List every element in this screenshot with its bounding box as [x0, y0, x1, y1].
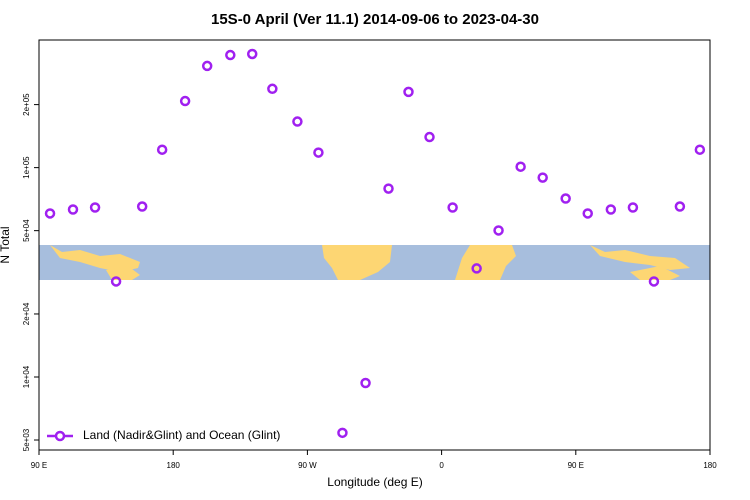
data-point	[225, 49, 236, 61]
data-point	[201, 60, 213, 72]
land	[590, 245, 690, 270]
data-point	[179, 95, 191, 107]
x-tick-label: 90 W	[298, 461, 317, 470]
land	[455, 245, 516, 280]
data-point	[156, 144, 168, 155]
legend-label: Land (Nadir&Glint) and Ocean (Glint)	[83, 428, 280, 442]
data-point	[292, 116, 303, 127]
data-point	[337, 427, 348, 439]
y-tick-label: 1e+04	[22, 365, 31, 388]
y-tick-label: 5e+04	[22, 219, 31, 242]
data-point	[493, 225, 504, 236]
y-tick-label: 2e+05	[22, 93, 31, 116]
y-axis-label: N Total	[0, 226, 12, 263]
data-point	[424, 131, 435, 143]
data-point	[605, 204, 617, 215]
map-strip	[39, 245, 710, 280]
data-point	[110, 276, 122, 287]
y-tick-label: 5e+03	[22, 428, 31, 451]
legend-marker	[54, 430, 66, 442]
x-tick-label: 90 E	[31, 461, 47, 470]
data-point	[403, 86, 414, 98]
data-point	[560, 193, 571, 204]
x-axis-label: Longitude (deg E)	[327, 475, 422, 489]
data-point	[246, 48, 258, 60]
x-tick-label: 0	[439, 461, 444, 470]
land	[322, 245, 392, 280]
data-point	[674, 201, 686, 212]
data-point	[44, 208, 56, 219]
data-point	[648, 276, 660, 287]
land	[630, 266, 680, 280]
land	[50, 245, 140, 272]
chart-title: 15S-0 April (Ver 11.1) 2014-09-06 to 202…	[211, 11, 539, 28]
x-tick-label: 180	[167, 461, 181, 470]
y-tick-label: 1e+05	[22, 156, 31, 179]
data-point	[537, 172, 548, 183]
data-point	[471, 263, 482, 274]
data-point	[447, 202, 458, 213]
x-tick-label: 90 E	[568, 461, 584, 470]
data-point	[136, 201, 148, 212]
data-point	[515, 161, 526, 172]
y-tick-label: 2e+04	[22, 302, 31, 325]
data-point	[360, 377, 371, 389]
data-point	[67, 204, 79, 215]
plot-frame	[38, 39, 711, 451]
data-point	[383, 183, 394, 194]
data-point	[313, 147, 324, 158]
data-point	[627, 202, 639, 213]
data-point	[582, 208, 593, 219]
data-point	[694, 144, 706, 155]
data-point	[267, 83, 278, 95]
data-point	[89, 202, 101, 213]
x-tick-label: 180	[703, 461, 717, 470]
